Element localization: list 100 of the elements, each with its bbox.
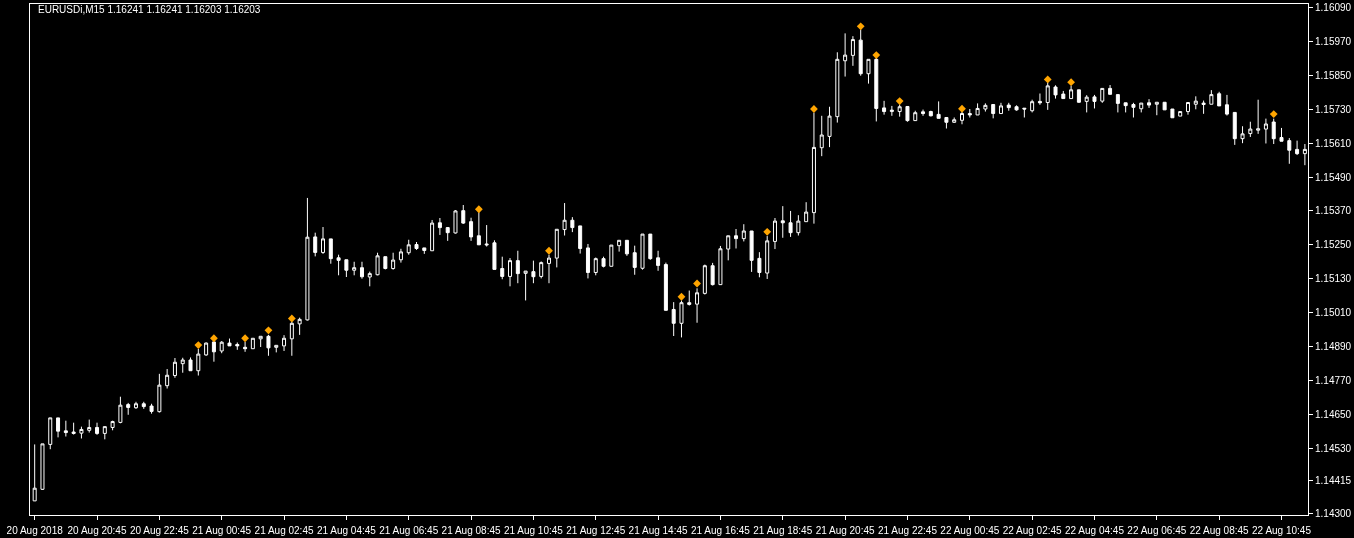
candlestick — [87, 419, 92, 434]
candlestick — [258, 335, 263, 348]
candlestick — [570, 216, 575, 233]
y-tick-label: 1.15130 — [1315, 273, 1352, 285]
candlestick — [1178, 111, 1183, 117]
candlestick — [710, 262, 715, 286]
candlestick — [313, 232, 318, 257]
candlestick — [422, 247, 427, 255]
candlestick — [1030, 99, 1035, 113]
candlestick — [640, 233, 645, 271]
candlestick — [585, 243, 590, 279]
candlestick — [609, 244, 614, 267]
candlestick — [367, 271, 372, 287]
candlestick — [141, 401, 146, 410]
candlestick — [601, 256, 606, 268]
candlestick — [726, 235, 731, 261]
candlestick — [328, 238, 333, 265]
candlestick — [1053, 84, 1058, 100]
candlestick — [398, 248, 403, 264]
candlestick — [1240, 125, 1245, 144]
candlestick — [165, 368, 170, 390]
candlestick — [1162, 101, 1167, 111]
candlestick — [523, 270, 528, 301]
candlestick — [1248, 121, 1253, 138]
candlestick — [1232, 111, 1237, 146]
candlestick — [274, 344, 279, 353]
x-tick-label: 20 Aug 2018 — [6, 525, 64, 536]
candlestick — [913, 110, 918, 122]
candlestick — [95, 422, 100, 436]
x-tick-label: 21 Aug 12:45 — [566, 525, 626, 536]
candlestick — [741, 223, 746, 242]
x-tick-label: 21 Aug 14:45 — [628, 525, 688, 536]
candlestick — [282, 334, 287, 352]
candlestick — [1092, 94, 1097, 109]
candlestick — [1100, 87, 1105, 104]
candlestick — [562, 202, 567, 236]
candlestick — [1014, 104, 1019, 112]
candlestick — [469, 217, 474, 242]
candlestick — [578, 225, 583, 255]
candlestick — [56, 417, 61, 438]
x-tick-label: 20 Aug 22:45 — [129, 525, 190, 536]
candlestick — [484, 224, 489, 248]
candlestick — [48, 417, 53, 450]
candlestick — [967, 108, 972, 118]
candlestick — [796, 214, 801, 236]
y-tick-label: 1.14300 — [1315, 507, 1352, 519]
candlestick — [952, 116, 957, 123]
candlestick — [804, 201, 809, 223]
candlestick — [663, 262, 668, 311]
candlestick — [991, 104, 996, 119]
candlestick — [40, 443, 45, 491]
candlestick — [1201, 100, 1206, 115]
candlestick — [687, 290, 692, 307]
y-tick-label: 1.14890 — [1315, 340, 1352, 352]
point — [264, 326, 273, 335]
y-tick-label: 1.14770 — [1315, 374, 1352, 386]
x-tick-label: 22 Aug 00:45 — [940, 525, 1000, 536]
candlestick — [508, 257, 513, 287]
candlestick — [944, 116, 949, 129]
candlestick — [835, 51, 840, 124]
candlestick — [71, 422, 76, 436]
chart-title: EURUSDi,M15 1.16241 1.16241 1.16203 1.16203 — [38, 4, 261, 15]
candlestick — [172, 357, 177, 379]
candlestick — [188, 356, 193, 372]
x-tick-label: 21 Aug 16:45 — [690, 525, 751, 536]
candlestick — [1185, 102, 1190, 116]
x-tick-label: 22 Aug 10:45 — [1252, 525, 1312, 536]
candlestick — [546, 254, 551, 284]
x-tick-label: 20 Aug 20:45 — [67, 525, 127, 536]
point — [241, 334, 249, 343]
candlestick — [149, 403, 154, 415]
candlestick — [235, 342, 240, 351]
candlestick — [375, 252, 380, 276]
candlestick — [1123, 102, 1128, 113]
candlestick — [788, 210, 793, 238]
point — [763, 227, 772, 236]
candlestick — [811, 112, 816, 225]
candlestick — [1154, 101, 1159, 116]
y-tick-label: 1.15250 — [1315, 239, 1352, 251]
y-tick-label: 1.16090 — [1315, 2, 1352, 14]
candlestick — [921, 109, 926, 117]
candlestick — [157, 373, 162, 414]
candlestick — [1131, 102, 1136, 118]
y-tick-label: 1.14650 — [1315, 408, 1352, 420]
point — [693, 279, 701, 288]
x-tick-label: 21 Aug 22:45 — [877, 525, 938, 536]
candlestick — [1139, 102, 1144, 113]
point — [474, 205, 483, 214]
x-tick-label: 22 Aug 04:45 — [1065, 525, 1125, 536]
candlestick — [133, 401, 138, 410]
candlestick — [1287, 137, 1292, 165]
y-tick-label: 1.15610 — [1315, 137, 1352, 149]
y-tick-label: 1.15370 — [1315, 205, 1352, 217]
candlestick — [227, 338, 232, 347]
candlestick — [344, 259, 349, 278]
candlestick — [1076, 89, 1081, 104]
candlestick — [118, 396, 123, 424]
candlestick — [391, 252, 396, 271]
candlestick — [406, 239, 411, 256]
candlestick — [79, 426, 84, 439]
